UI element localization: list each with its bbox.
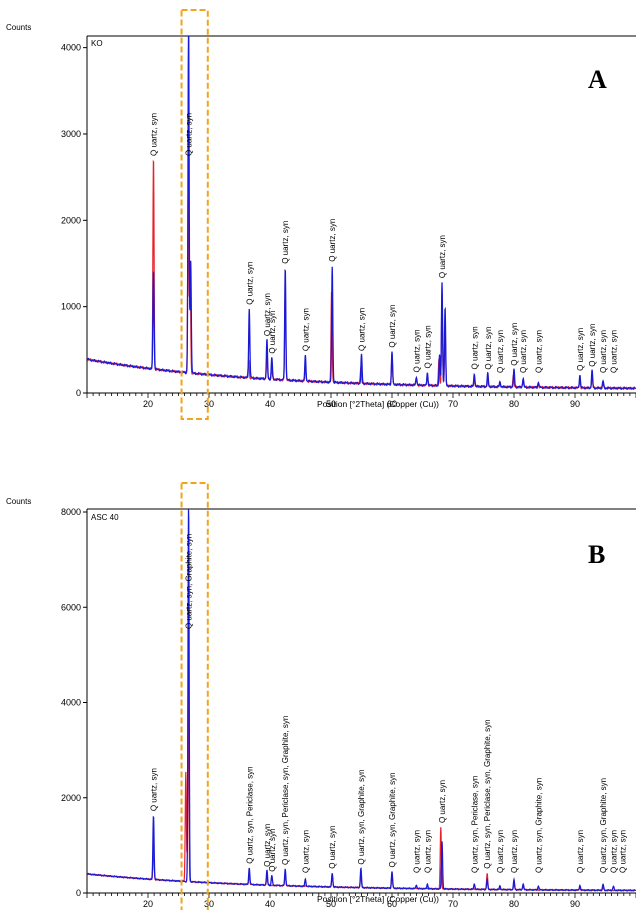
panel-a: Counts KO A Position [°2Theta] (Copper (… <box>6 9 636 420</box>
peak-label: Q uartz, syn <box>599 330 608 373</box>
peak-label: Q uartz, syn <box>576 830 585 873</box>
peak-label: Q uartz, syn, Graphite, syn <box>534 778 543 873</box>
panel-b: Counts ASC 40 B Position [°2Theta] (Copp… <box>6 482 636 910</box>
x-tick-label: 30 <box>204 899 214 909</box>
x-tick-label: 80 <box>509 899 519 909</box>
peak-label: Q uartz, syn, Graphite, syn <box>184 534 193 629</box>
peak-label: Q uartz, syn <box>534 330 543 373</box>
y-axis-title: Counts <box>6 23 31 32</box>
y-tick-label: 6000 <box>61 602 81 612</box>
peak-label: Q uartz, syn <box>301 308 310 351</box>
peak-label: Q uartz, syn <box>588 324 597 367</box>
peak-label: Q uartz, syn, Graphite, syn <box>599 778 608 873</box>
peak-label: Q uartz, syn, Graphite, syn <box>388 772 397 867</box>
panel-letter: A <box>588 65 607 94</box>
peak-label: Q uartz, syn <box>412 329 421 372</box>
peak-label: Q uartz, syn <box>328 219 337 262</box>
peak-label: Q uartz, syn <box>301 830 310 873</box>
peak-label: Q uartz, syn <box>268 311 277 354</box>
peak-label: Q uartz, syn, Periclase, syn, Graphite, … <box>483 719 492 868</box>
peak-label: Q uartz, syn <box>423 830 432 873</box>
peak-label: Q uartz, syn <box>510 323 519 366</box>
y-tick-label: 8000 <box>61 507 81 517</box>
peak-label: Q uartz, syn <box>519 330 528 373</box>
x-tick-label: 70 <box>448 899 458 909</box>
peak-label: Q uartz, syn, Periclase, syn <box>470 776 479 873</box>
x-axis-title: Position [°2Theta] (Copper (Cu)) <box>317 894 439 904</box>
peak-label: Q uartz, syn <box>149 768 158 811</box>
x-axis-title: Position [°2Theta] (Copper (Cu)) <box>317 399 439 409</box>
peak-label: Q uartz, syn <box>609 330 618 373</box>
peak-label: Q uartz, syn <box>510 830 519 873</box>
x-tick-label: 20 <box>143 399 153 409</box>
peak-label: Q uartz, syn <box>619 830 628 873</box>
x-tick-label: 60 <box>387 899 397 909</box>
x-tick-label: 20 <box>143 899 153 909</box>
peak-label: Q uartz, syn <box>328 826 337 869</box>
series-blue-line <box>87 36 636 390</box>
peak-label: Q uartz, syn <box>496 330 505 373</box>
y-tick-label: 4000 <box>61 43 81 53</box>
peak-label: Q uartz, syn <box>423 325 432 368</box>
y-tick-label: 3000 <box>61 129 81 139</box>
peak-label: Q uartz, syn, Periclase, syn, Graphite, … <box>281 716 290 865</box>
peak-label: Q uartz, syn <box>281 221 290 264</box>
y-tick-label: 0 <box>76 388 81 398</box>
x-tick-label: 70 <box>448 399 458 409</box>
x-tick-label: 50 <box>326 399 336 409</box>
peak-label: Q uartz, syn <box>268 829 277 872</box>
peak-label: Q uartz, syn <box>388 305 397 348</box>
series-blue-line <box>87 509 636 892</box>
peak-label: Q uartz, syn <box>358 308 367 351</box>
x-tick-label: 80 <box>509 399 519 409</box>
peak-label: Q uartz, syn, Periclase, syn <box>245 766 254 863</box>
y-tick-label: 1000 <box>61 302 81 312</box>
x-tick-label: 30 <box>204 399 214 409</box>
y-tick-label: 0 <box>76 888 81 898</box>
peak-label: Q uartz, syn <box>263 824 272 867</box>
peak-label: Q uartz, syn <box>576 328 585 371</box>
y-tick-label: 4000 <box>61 698 81 708</box>
peak-label: Q uartz, syn <box>184 113 193 156</box>
panel-letter: B <box>588 540 605 569</box>
x-tick-label: 40 <box>265 399 275 409</box>
peak-label: Q uartz, syn <box>412 830 421 873</box>
sample-name: KO <box>91 39 103 48</box>
y-axis-title: Counts <box>6 497 31 506</box>
y-tick-label: 2000 <box>61 793 81 803</box>
highlight-box <box>180 482 209 910</box>
peak-label: Q uartz, syn <box>149 113 158 156</box>
peak-label: Q uartz, syn <box>484 327 493 370</box>
peak-label: Q uartz, syn <box>496 830 505 873</box>
sample-name: ASC 40 <box>91 513 119 522</box>
peak-label: Q uartz, syn <box>438 780 447 823</box>
x-tick-label: 90 <box>570 899 580 909</box>
peak-label: Q uartz, syn <box>245 262 254 305</box>
peak-label: Q uartz, syn <box>470 326 479 369</box>
x-tick-label: 60 <box>387 399 397 409</box>
peak-label: Q uartz, syn <box>438 235 447 278</box>
peak-label: Q uartz, syn <box>263 293 272 336</box>
x-tick-label: 90 <box>570 399 580 409</box>
peak-label: Q uartz, syn <box>609 830 618 873</box>
x-tick-label: 40 <box>265 899 275 909</box>
y-tick-label: 2000 <box>61 215 81 225</box>
x-tick-label: 50 <box>326 899 336 909</box>
peak-label: Q uartz, syn, Graphite, syn <box>357 769 366 864</box>
highlight-box <box>180 9 209 420</box>
